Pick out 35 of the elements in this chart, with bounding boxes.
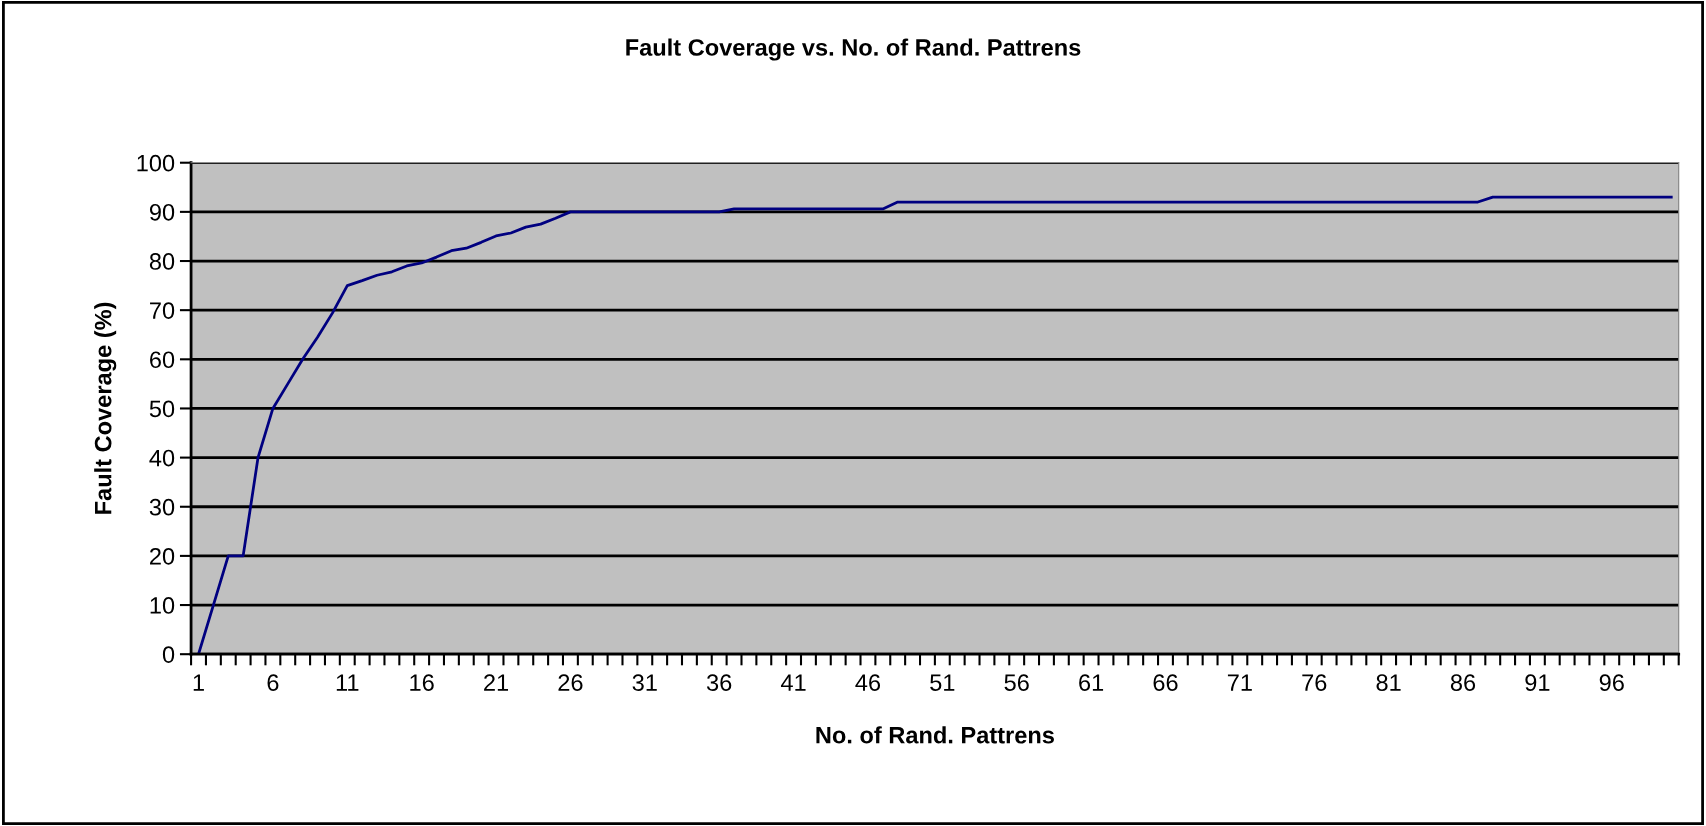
x-tick-label: 91: [1525, 674, 1550, 691]
x-tick-label: 71: [1227, 674, 1252, 691]
x-tick-label: 46: [855, 674, 881, 691]
x-axis-title: No. of Rand. Pattrens: [816, 726, 1054, 744]
y-tick-label: 100: [137, 154, 175, 172]
y-tick-label: 80: [149, 253, 175, 270]
x-tick-label: 66: [1153, 674, 1178, 691]
x-tick-label: 11: [336, 674, 359, 691]
y-tick-label: 40: [149, 449, 175, 467]
y-tick-label: 60: [150, 351, 175, 369]
x-tick-label: 96: [1599, 674, 1624, 691]
x-tick-label: 76: [1302, 674, 1327, 691]
y-tick-label: 70: [150, 302, 175, 319]
x-tick-label: 6: [267, 674, 279, 691]
chart-title: Fault Coverage vs. No. of Rand. Pattrens: [626, 38, 1081, 61]
y-tick-label: 20: [150, 547, 175, 565]
y-tick-label: 90: [149, 203, 175, 221]
y-tick-label: 30: [149, 498, 175, 516]
x-tick-label: 21: [484, 674, 509, 691]
x-tick-label: 81: [1376, 674, 1401, 691]
y-axis-title: Fault Coverage (%): [94, 302, 117, 514]
x-tick-label: 61: [1079, 674, 1104, 691]
x-tick-label: 1: [193, 674, 204, 691]
x-tick-label: 31: [632, 674, 657, 691]
x-tick-label: 26: [558, 674, 583, 691]
x-tick-label: 51: [930, 674, 955, 691]
x-tick-label: 36: [706, 674, 732, 691]
y-tick-label: 10: [150, 597, 175, 614]
x-tick-label: 41: [780, 674, 806, 691]
y-tick-label: 50: [149, 400, 175, 418]
x-tick-label: 86: [1450, 674, 1476, 691]
line-series: [197, 195, 1673, 655]
x-tick-label: 56: [1004, 674, 1029, 691]
y-tick-label: 0: [162, 646, 175, 663]
x-tick-label: 16: [410, 674, 434, 691]
